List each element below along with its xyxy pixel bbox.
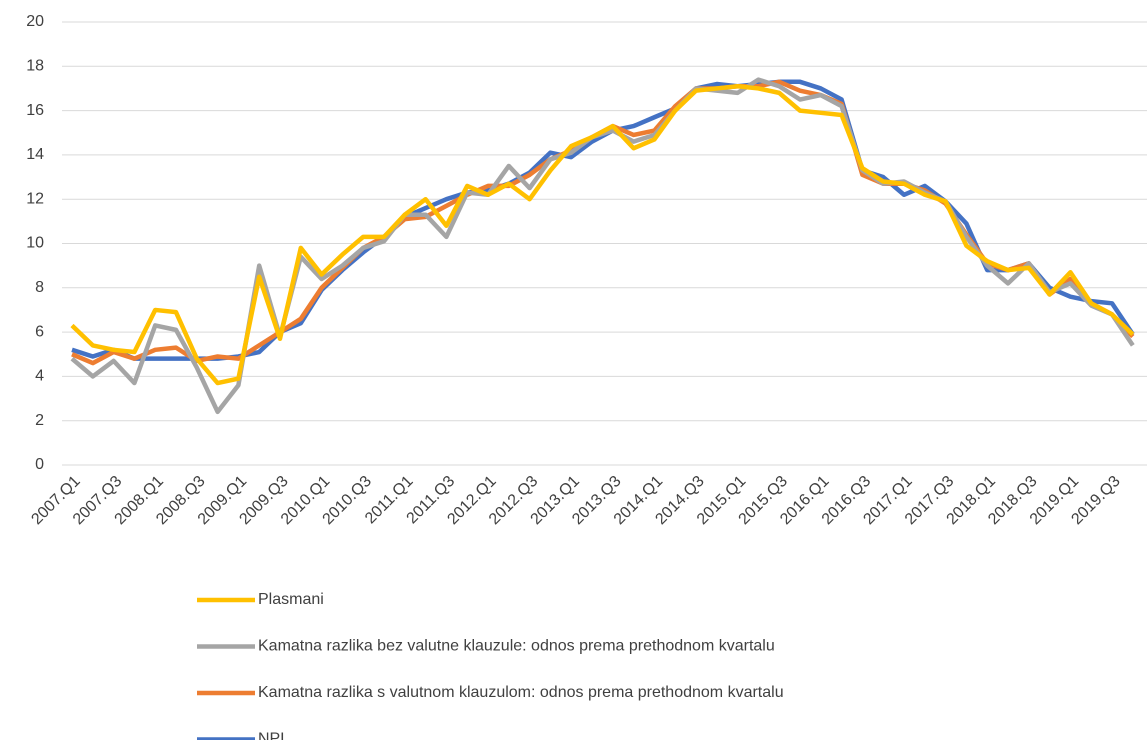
legend-label: NPL — [258, 731, 289, 740]
y-tick-label: 16 — [26, 102, 44, 119]
line-series — [71, 79, 1135, 361]
y-tick-label: 18 — [26, 58, 44, 75]
legend-label: Kamatna razlika s valutnom klauzulom: od… — [258, 684, 784, 701]
y-tick-label: 2 — [35, 412, 44, 429]
y-tick-label: 0 — [35, 456, 44, 473]
legend-label: Kamatna razlika bez valutne klauzule: od… — [258, 638, 775, 655]
y-tick-label: 12 — [26, 190, 44, 207]
y-tick-label: 8 — [35, 279, 44, 296]
y-tick-label: 20 — [26, 13, 44, 30]
y-tick-label: 6 — [35, 323, 44, 340]
y-tick-label: 14 — [26, 146, 44, 163]
y-tick-label: 4 — [35, 368, 44, 385]
y-tick-label: 10 — [26, 235, 44, 252]
line-series — [70, 83, 1135, 386]
legend-label: Plasmani — [258, 591, 324, 608]
line-series — [71, 79, 1135, 366]
